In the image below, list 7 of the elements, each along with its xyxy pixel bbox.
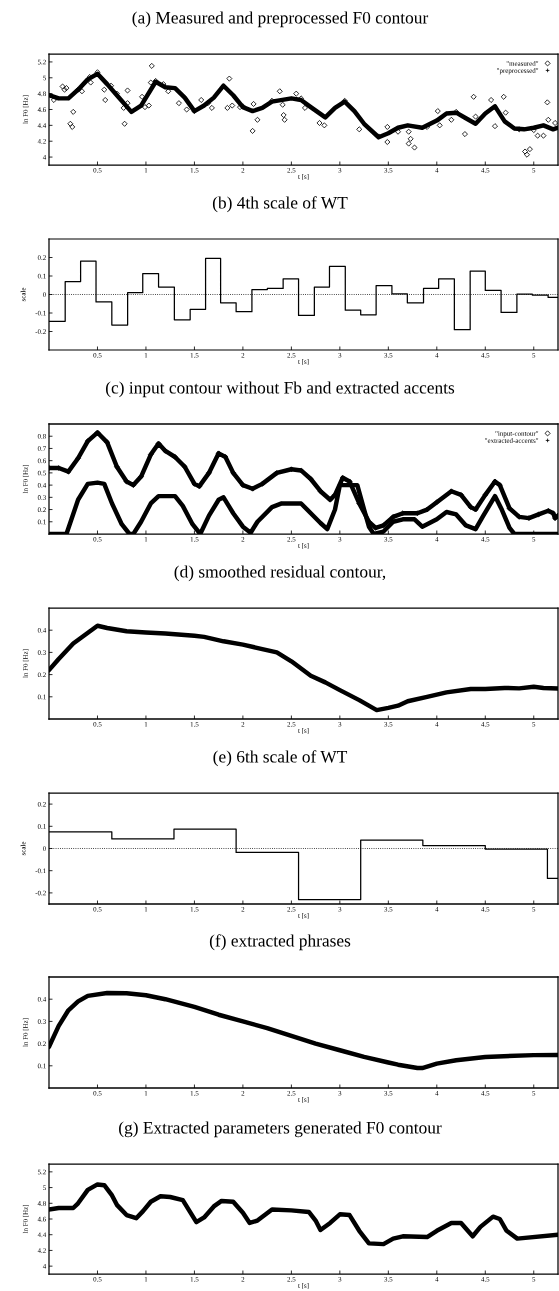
chart-title: (e) 6th scale of WT [213,750,348,767]
chart-title: (f) extracted phrases [209,934,351,951]
chart-title: (c) input contour without Fb and extracted accents [106,381,455,398]
chart-title: (d) smoothed residual contour, [174,565,386,582]
chart-title: (b) 4th scale of WT [212,196,348,213]
chart-title: (g) Extracted parameters generated F0 contour [119,1121,442,1138]
chart-title: (a) Measured and preprocessed F0 contour [132,11,429,28]
